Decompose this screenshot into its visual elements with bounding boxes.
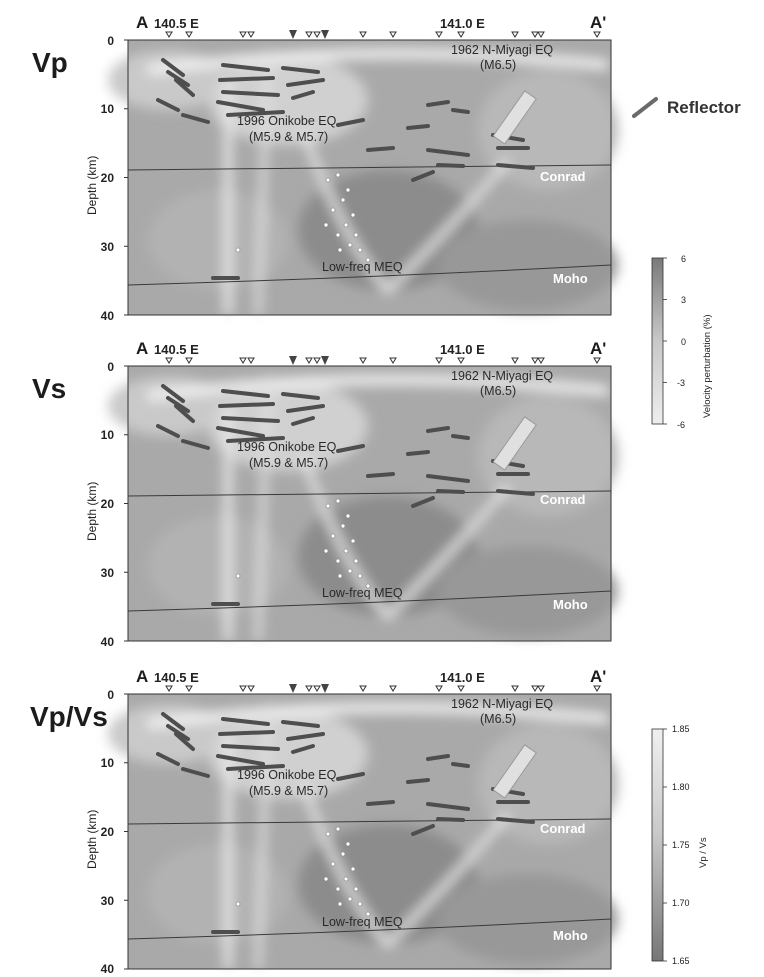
vpvs-cbar-tick: 1.70 (672, 898, 690, 908)
velocity-colorbar-scale (651, 257, 664, 425)
velocity-cbar-tick: 6 (681, 254, 686, 264)
depth-tick: 0 (107, 34, 114, 48)
depth-tick: 40 (101, 635, 115, 649)
depth-axis-title-vs: Depth (km) (85, 482, 99, 541)
moho-label-vpvs: Moho (553, 928, 588, 943)
depth-tick: 20 (101, 825, 115, 839)
eq1962-mag-vs: (M6.5) (480, 384, 516, 398)
endpoint-left-vs: A (136, 339, 148, 358)
eq1996-mag-vp: (M5.9 & M5.7) (249, 130, 328, 144)
moho-label-vp: Moho (553, 271, 588, 286)
eq1962-mag-vp: (M6.5) (480, 58, 516, 72)
depth-tick: 40 (101, 309, 115, 323)
conrad-label-vs: Conrad (540, 492, 586, 507)
lon-right-vpvs: 141.0 E (440, 670, 485, 685)
depth-tick: 40 (101, 962, 115, 976)
lowfreq-label-vp: Low-freq MEQ (322, 260, 403, 274)
eq1996-label-vs: 1996 Onikobe EQ (237, 440, 337, 454)
vpvs-cbar-tick: 1.80 (672, 782, 690, 792)
eq1962-label-vp: 1962 N-Miyagi EQ (451, 43, 553, 57)
vpvs-cbar-tick: 1.65 (672, 956, 690, 966)
lowfreq-label-vpvs: Low-freq MEQ (322, 915, 403, 929)
eq1962-label-vpvs: 1962 N-Miyagi EQ (451, 697, 553, 711)
endpoint-left-vp: A (136, 13, 148, 32)
velocity-cbar-tick: -3 (677, 378, 685, 388)
depth-tick: 0 (107, 360, 114, 374)
conrad-label-vp: Conrad (540, 169, 586, 184)
depth-tick: 0 (107, 688, 114, 702)
eq1996-mag-vs: (M5.9 & M5.7) (249, 456, 328, 470)
panel-label-vpvs: Vp/Vs (30, 701, 108, 732)
vpvs-cbar-tick: 1.75 (672, 840, 690, 850)
velocity-cbar-title: Velocity perturbation (%) (702, 315, 713, 419)
panel-label-vp: Vp (32, 47, 68, 78)
depth-ticks-vpvs: 0 10 20 30 40 (101, 688, 115, 976)
eq1962-mag-vpvs: (M6.5) (480, 712, 516, 726)
depth-tick: 10 (101, 428, 115, 442)
endpoint-right-vp: A' (590, 13, 606, 32)
endpoint-right-vpvs: A' (590, 667, 606, 686)
reflector-legend: Reflector (632, 97, 741, 118)
vpvs-colorbar: 1.85 1.80 1.75 1.70 1.65 Vp / Vs (651, 724, 709, 966)
endpoint-left-vpvs: A (136, 667, 148, 686)
moho-label-vs: Moho (553, 597, 588, 612)
depth-axis-title-vpvs: Depth (km) (85, 810, 99, 869)
lon-left-vs: 140.5 E (154, 342, 199, 357)
eq1996-label-vp: 1996 Onikobe EQ (237, 114, 337, 128)
depth-ticks-vp: 0 10 20 30 40 (101, 34, 115, 323)
depth-tick: 30 (101, 894, 115, 908)
vpvs-cbar-title: Vp / Vs (698, 837, 709, 868)
lon-left-vp: 140.5 E (154, 16, 199, 31)
lon-right-vp: 141.0 E (440, 16, 485, 31)
velocity-cbar-tick: 3 (681, 295, 686, 305)
depth-tick: 30 (101, 566, 115, 580)
depth-tick: 20 (101, 171, 115, 185)
depth-ticks-vs: 0 10 20 30 40 (101, 360, 115, 649)
depth-tick: 20 (101, 497, 115, 511)
lon-left-vpvs: 140.5 E (154, 670, 199, 685)
eq1996-mag-vpvs: (M5.9 & M5.7) (249, 784, 328, 798)
panel-label-vs: Vs (32, 373, 66, 404)
depth-tick: 30 (101, 240, 115, 254)
reflector-legend-symbol (632, 97, 658, 118)
eq1996-label-vpvs: 1996 Onikobe EQ (237, 768, 337, 782)
reflector-legend-label: Reflector (667, 98, 741, 117)
velocity-cbar-tick: 0 (681, 337, 686, 347)
conrad-label-vpvs: Conrad (540, 821, 586, 836)
velocity-cbar-tick: -6 (677, 420, 685, 430)
lon-right-vs: 141.0 E (440, 342, 485, 357)
vpvs-colorbar-scale (651, 728, 664, 962)
vpvs-cbar-tick: 1.85 (672, 724, 690, 734)
depth-axis-title-vp: Depth (km) (85, 156, 99, 215)
velocity-colorbar: 6 3 0 -3 -6 Velocity perturbation (%) (651, 254, 713, 430)
depth-tick: 10 (101, 102, 115, 116)
lowfreq-label-vs: Low-freq MEQ (322, 586, 403, 600)
endpoint-right-vs: A' (590, 339, 606, 358)
eq1962-label-vs: 1962 N-Miyagi EQ (451, 369, 553, 383)
depth-tick: 10 (101, 756, 115, 770)
